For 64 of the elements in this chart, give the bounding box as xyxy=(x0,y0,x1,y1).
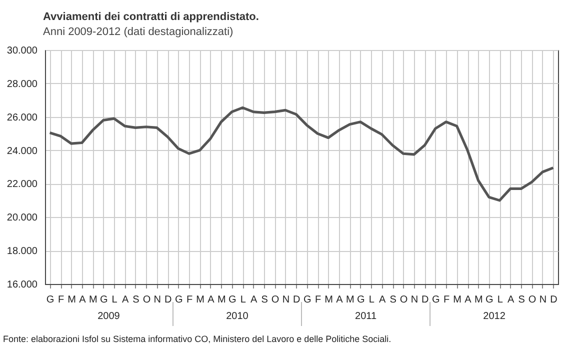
x-tick-label: M xyxy=(346,294,354,306)
x-tick-label: D xyxy=(422,294,429,306)
x-tick-label: S xyxy=(261,294,268,306)
x-tick-label: L xyxy=(240,294,246,306)
x-tick-label: D xyxy=(550,294,558,306)
x-tick-label: M xyxy=(218,294,226,306)
x-tick-label: S xyxy=(518,294,526,306)
y-tick-label: 30.000 xyxy=(6,46,38,56)
x-tick-label: A xyxy=(464,294,472,306)
x-tick-label: F xyxy=(186,294,193,306)
x-tick-label: D xyxy=(293,294,300,306)
y-tick-label: 20.000 xyxy=(6,212,38,224)
x-tick-label: L xyxy=(497,294,504,306)
y-tick-label: 26.000 xyxy=(6,112,38,124)
x-tick-label: S xyxy=(132,294,140,306)
x-tick-label: G xyxy=(303,294,312,306)
x-tick-label: G xyxy=(357,294,366,306)
x-tick-label: O xyxy=(528,294,536,306)
x-tick-label: M xyxy=(453,294,462,306)
y-tick-label: 16.000 xyxy=(6,280,38,290)
text: 2011 xyxy=(355,311,377,322)
x-tick-label: M xyxy=(474,294,483,306)
x-tick-label: N xyxy=(282,294,290,306)
x-tick-label: M xyxy=(68,294,76,306)
x-tick-label: A xyxy=(122,294,129,306)
x-tick-label: A xyxy=(250,294,258,306)
x-tick-label: O xyxy=(142,294,151,306)
x-tick-label: A xyxy=(508,294,515,306)
x-tick-label: A xyxy=(208,294,215,306)
x-tick-label: F xyxy=(444,294,450,306)
x-tick-label: A xyxy=(336,294,344,306)
x-tick-label: O xyxy=(400,294,408,306)
source-note: Fonte: elaborazioni Isfol su Sistema informativo CO, Ministero del Lavoro e delle Politiche Sociali. xyxy=(3,334,392,344)
chart-subtitle: Anni 2009-2012 (dati destagionalizzati) xyxy=(43,26,234,38)
text: 2010 xyxy=(226,311,249,322)
y-tick-label: 24.000 xyxy=(6,146,38,157)
y-tick-label: 28.000 xyxy=(6,78,38,90)
y-tick-label: 22.000 xyxy=(6,179,38,190)
x-tick-label: D xyxy=(164,294,172,306)
x-tick-label: N xyxy=(539,294,547,306)
y-tick-label: 18.000 xyxy=(6,246,38,258)
x-tick-label: L xyxy=(112,294,118,306)
x-tick-label: N xyxy=(410,294,418,306)
x-tick-label: F xyxy=(58,294,64,306)
x-tick-label: G xyxy=(228,294,236,306)
x-tick-label: M xyxy=(196,294,204,306)
x-tick-label: M xyxy=(324,294,333,306)
x-tick-label: M xyxy=(88,294,98,306)
x-tick-label: O xyxy=(271,294,280,306)
text: 2012 xyxy=(483,311,506,322)
x-tick-label: G xyxy=(432,294,440,306)
x-tick-label: G xyxy=(100,294,108,306)
x-tick-label: L xyxy=(368,294,375,306)
x-tick-label: A xyxy=(378,294,386,306)
x-tick-label: G xyxy=(486,294,494,306)
x-tick-label: S xyxy=(390,294,397,306)
x-tick-label: G xyxy=(174,294,183,306)
line-series xyxy=(48,106,554,202)
chart-title: Avviamenti dei contratti di apprendistato. xyxy=(43,11,259,23)
x-tick-label: A xyxy=(79,294,86,306)
x-tick-label: N xyxy=(154,294,162,306)
x-tick-label: F xyxy=(315,294,322,306)
x-tick-label: G xyxy=(46,294,54,306)
text: 2009 xyxy=(98,311,120,322)
